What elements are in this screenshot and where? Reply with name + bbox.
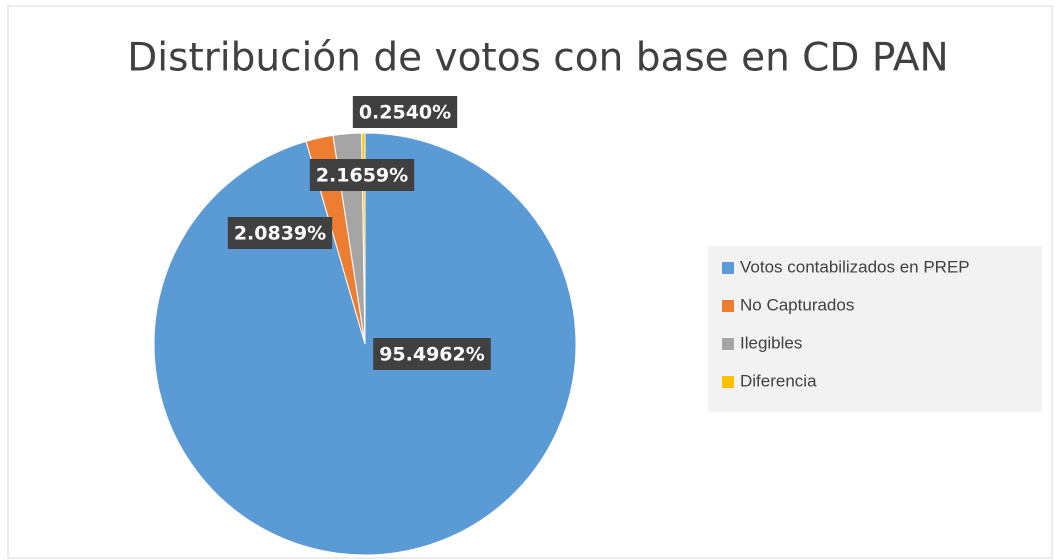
data-label: 95.4962% — [379, 344, 485, 366]
data-label: 2.1659% — [316, 165, 408, 187]
legend-label: Ilegibles — [740, 333, 802, 352]
legend-box — [708, 246, 1042, 412]
legend-label: Votos contabilizados en PREP — [740, 257, 970, 276]
data-label-box — [352, 96, 458, 128]
legend-swatch — [722, 376, 734, 388]
legend-swatch — [722, 338, 734, 350]
chart-title: Distribución de votos con base en CD PAN — [127, 36, 948, 81]
data-label-box — [227, 217, 333, 249]
legend-label: Diferencia — [740, 371, 817, 390]
data-label-box — [309, 159, 415, 191]
data-label-box — [373, 338, 491, 370]
legend-label: No Capturados — [740, 295, 854, 314]
data-label: 0.2540% — [359, 102, 451, 124]
legend-swatch — [722, 262, 734, 274]
data-label: 2.0839% — [234, 223, 326, 245]
legend-swatch — [722, 300, 734, 312]
